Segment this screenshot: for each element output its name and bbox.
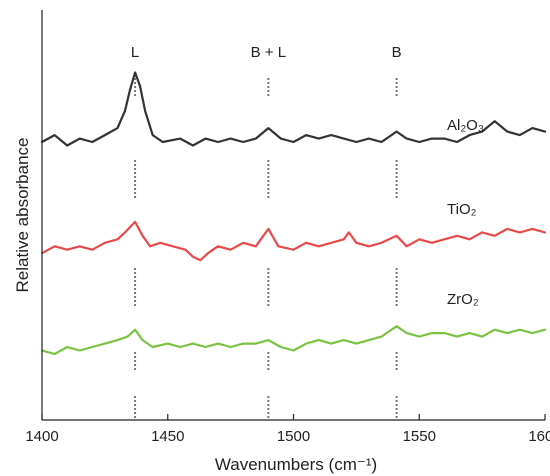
x-tick-label-1450: 1450: [151, 428, 184, 445]
x-tick-label-1400: 1400: [25, 428, 58, 445]
series-line-1: [40, 220, 547, 262]
x-tick-labels: 1400 1450 1500 1550 1600: [25, 428, 550, 445]
x-tick-label-1600: 1600: [528, 428, 550, 445]
y-axis-title: Relative absorbance: [13, 138, 32, 293]
band-label-2: B: [392, 44, 402, 61]
series-label-2: ZrO₂: [447, 291, 479, 308]
series-lines: [40, 71, 547, 356]
band-label-1: B + L: [251, 44, 286, 61]
band-labels: L B + L B: [131, 44, 402, 61]
x-tick-label-1500: 1500: [277, 428, 310, 445]
series-label-0: Al₂O₃: [447, 117, 484, 134]
reference-lines: [134, 78, 398, 418]
band-label-0: L: [131, 44, 139, 61]
x-axis-title: Wavenumbers (cm⁻¹): [215, 455, 377, 474]
x-tick-label-1550: 1550: [403, 428, 436, 445]
series-label-1: TiO₂: [447, 201, 477, 218]
series-labels: Al₂O₃ TiO₂ ZrO₂: [447, 117, 484, 308]
x-ticks: [41, 414, 546, 420]
series-line-2: [40, 325, 547, 356]
series-line-0: [40, 71, 547, 147]
